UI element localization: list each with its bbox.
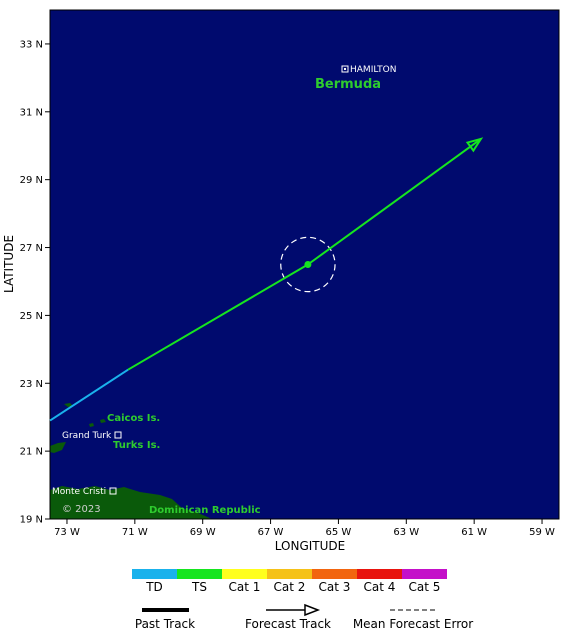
copyright-text: © 2023	[62, 504, 101, 515]
legend-category-label: TS	[191, 580, 207, 594]
grand-turk-marker	[114, 431, 122, 439]
legend-swatch	[267, 569, 312, 579]
lon-tick-label: 67 W	[258, 527, 284, 538]
lat-tick-label: 23 N	[20, 379, 43, 390]
lat-tick-label: 27 N	[20, 243, 43, 254]
forecast-track-segment	[307, 138, 482, 266]
legend-swatch	[222, 569, 267, 579]
lat-tick-label: 31 N	[20, 107, 43, 118]
forecast-arrowhead	[465, 137, 484, 153]
lat-tick-label: 25 N	[20, 311, 43, 322]
lon-tick-label: 63 W	[393, 527, 419, 538]
lon-tick-label: 73 W	[54, 527, 80, 538]
current-position-dot	[304, 261, 312, 268]
legend-category-label: Cat 1	[229, 580, 261, 594]
longitude-ticks: 73 W 71 W 69 W 67 W 65 W 63 W 61 W 59 W	[54, 519, 555, 538]
small-island-2	[100, 419, 106, 423]
legend-swatch	[132, 569, 177, 579]
legend-category-label: Cat 4	[364, 580, 396, 594]
mean-forecast-error-label: Mean Forecast Error	[353, 617, 473, 631]
legend-category-label: TD	[145, 580, 163, 594]
hamilton-label: HAMILTON	[350, 65, 396, 75]
dominican-republic-label: Dominican Republic	[149, 505, 261, 516]
lat-tick-label: 19 N	[20, 515, 43, 526]
legend-swatch	[357, 569, 402, 579]
latitude-ticks: 19 N 21 N 23 N 25 N 27 N 29 N 31 N 33 N	[20, 39, 50, 526]
legend-category-label: Cat 2	[274, 580, 306, 594]
grand-turk-label: Grand Turk	[62, 431, 112, 441]
y-axis-title: LATITUDE	[2, 235, 16, 293]
x-axis-title: LONGITUDE	[275, 539, 345, 553]
lat-tick-label: 33 N	[20, 39, 43, 50]
caicos-island	[50, 442, 66, 453]
forecast-track-arrow-sample	[304, 603, 321, 617]
past-track-label: Past Track	[135, 617, 195, 631]
mean-forecast-error-circle	[280, 236, 336, 293]
legend-forecast-track: Forecast Track	[245, 603, 331, 631]
past-track-segment	[127, 263, 309, 371]
error-circle	[280, 236, 336, 293]
legend-swatch	[402, 569, 447, 579]
lon-tick-label: 61 W	[461, 527, 487, 538]
lon-tick-label: 71 W	[122, 527, 148, 538]
lon-tick-label: 59 W	[529, 527, 555, 538]
legend-category-label: Cat 3	[319, 580, 351, 594]
legend-category-label: Cat 5	[409, 580, 441, 594]
legend-swatch	[312, 569, 357, 579]
bermuda-label: Bermuda	[315, 77, 381, 92]
legend-swatch	[177, 569, 222, 579]
lon-tick-label: 65 W	[326, 527, 352, 538]
past-track-segment	[49, 368, 129, 422]
map-frame	[49, 9, 560, 520]
turks-label: Turks Is.	[113, 440, 160, 451]
hispaniola-land	[50, 486, 212, 519]
monte-cristi-label: Monte Cristi	[52, 487, 106, 497]
lat-tick-label: 21 N	[20, 447, 43, 458]
lon-tick-label: 69 W	[190, 527, 216, 538]
monte-cristi-marker	[109, 487, 117, 495]
category-legend: TD TS Cat 1 Cat 2 Cat 3 Cat 4 Cat 5	[132, 569, 447, 594]
small-island-3	[89, 423, 94, 427]
storm-track	[49, 137, 484, 422]
hamilton-marker	[341, 65, 349, 73]
caicos-label: Caicos Is.	[107, 413, 160, 424]
legend-mean-forecast-error: Mean Forecast Error	[353, 609, 473, 631]
land-areas	[50, 403, 212, 519]
forecast-track-label: Forecast Track	[245, 617, 331, 631]
lat-tick-label: 29 N	[20, 175, 43, 186]
legend-past-track: Past Track	[135, 608, 195, 631]
